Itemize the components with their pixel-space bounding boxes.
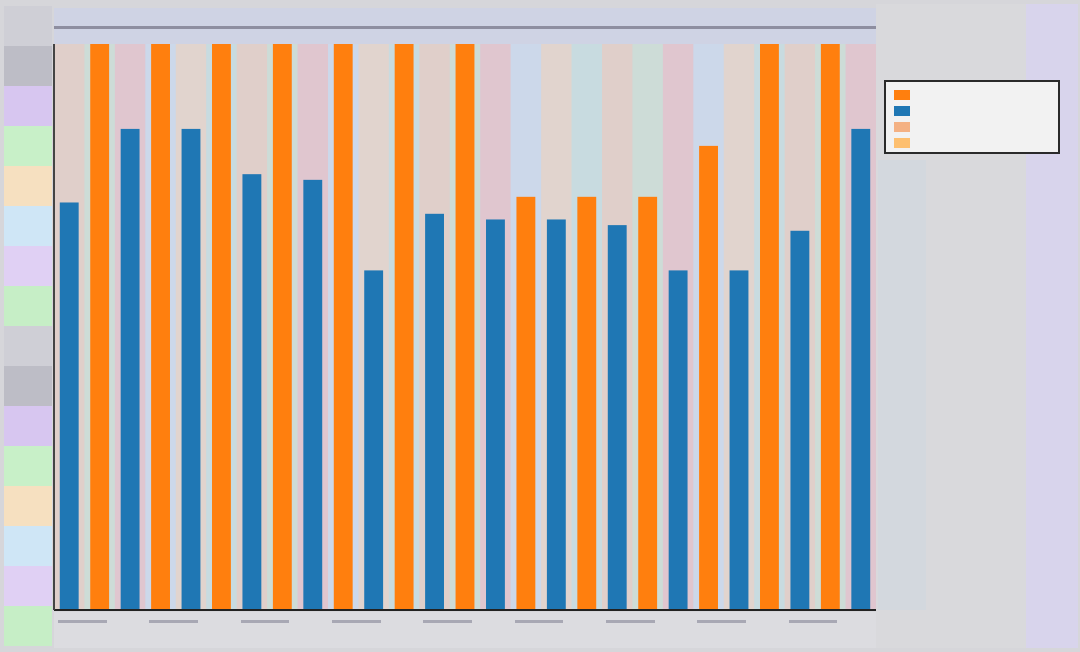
bars xyxy=(59,44,871,611)
bar xyxy=(486,219,505,610)
bar xyxy=(272,44,292,610)
x-tick xyxy=(606,620,655,623)
bar xyxy=(212,44,231,610)
bar xyxy=(242,174,262,610)
bar xyxy=(577,196,597,610)
left-strip-cell xyxy=(4,366,52,406)
x-axis-band xyxy=(54,612,876,648)
legend-entry xyxy=(894,135,1050,151)
left-strip-cell xyxy=(4,206,52,246)
legend-swatch xyxy=(894,138,910,148)
bar xyxy=(607,225,627,610)
bar xyxy=(303,179,323,610)
left-strip-cell xyxy=(4,526,52,566)
left-strip-cell xyxy=(4,246,52,286)
left-strip-cell xyxy=(4,86,52,126)
top-divider xyxy=(54,26,876,29)
bar xyxy=(394,44,414,610)
left-strip-cell xyxy=(4,166,52,206)
left-strip-cell xyxy=(4,486,52,526)
bar xyxy=(120,128,140,610)
legend-entry xyxy=(894,103,1050,119)
bar xyxy=(729,270,749,610)
bar xyxy=(668,270,688,610)
left-strip-cell xyxy=(4,46,52,86)
left-strip-cell xyxy=(4,606,52,646)
left-strip-cell xyxy=(4,566,52,606)
bar xyxy=(59,202,79,611)
bar xyxy=(516,196,536,610)
bar xyxy=(699,145,718,610)
x-tick xyxy=(697,620,747,623)
bar xyxy=(425,213,444,611)
x-tick xyxy=(423,620,473,623)
bar xyxy=(455,44,475,610)
left-strip-cell xyxy=(4,406,52,446)
left-strip-cell xyxy=(4,126,52,166)
bar xyxy=(90,44,110,610)
legend-entry xyxy=(894,87,1050,103)
bar xyxy=(181,128,201,610)
left-strip-cell xyxy=(4,326,52,366)
left-color-strip xyxy=(4,6,52,646)
x-tick xyxy=(58,620,107,623)
left-strip-cell xyxy=(4,446,52,486)
legend-swatch xyxy=(894,122,910,132)
x-tick xyxy=(514,620,564,623)
bar xyxy=(638,196,658,610)
bar xyxy=(851,128,871,610)
right-pale-column xyxy=(878,160,926,610)
legend-swatch xyxy=(894,90,910,100)
bar xyxy=(546,219,566,610)
x-tick xyxy=(332,620,381,623)
bar xyxy=(820,44,840,610)
bar xyxy=(790,230,810,610)
left-strip-cell xyxy=(4,286,52,326)
bar xyxy=(151,44,170,610)
x-tick xyxy=(149,620,199,623)
legend-swatch xyxy=(894,106,910,116)
left-strip-cell xyxy=(4,6,52,46)
bar xyxy=(364,270,384,610)
bar xyxy=(333,44,353,610)
bar xyxy=(760,44,779,610)
x-tick xyxy=(240,620,290,623)
legend xyxy=(884,80,1060,154)
legend-entry xyxy=(894,119,1050,135)
x-tick xyxy=(788,620,838,623)
